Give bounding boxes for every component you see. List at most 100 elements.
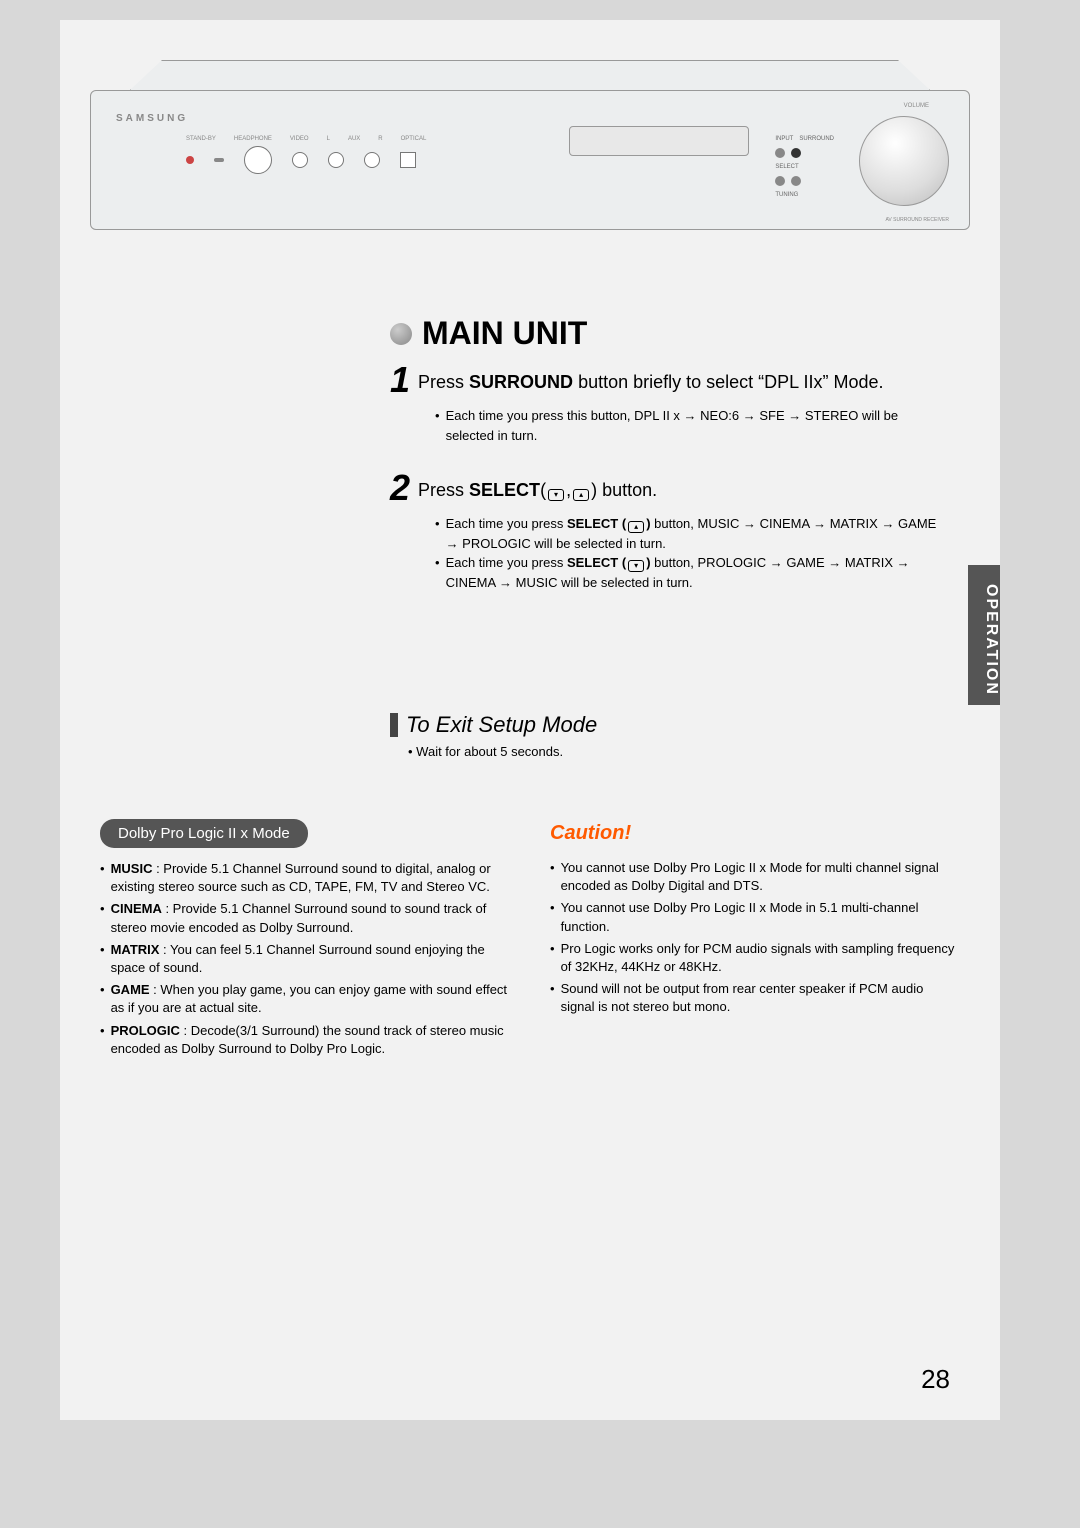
t: You cannot use Dolby Pro Logic II x Mode… — [561, 859, 960, 895]
headphone-jack — [244, 146, 272, 174]
aux-l-jack — [328, 152, 344, 168]
t: SURROUND — [469, 372, 573, 392]
volume-label: VOLUME — [904, 103, 929, 109]
t: II — [804, 372, 814, 392]
t: ) button. — [591, 480, 657, 500]
input-button — [775, 148, 785, 158]
dolby-column: Dolby Pro Logic II x Mode •MUSIC : Provi… — [100, 819, 510, 1062]
t: : You can feel 5.1 Channel Surround soun… — [111, 942, 485, 975]
step-2-bullets: • Each time you press SELECT (▴) button,… — [435, 514, 950, 592]
standby-led — [186, 156, 194, 164]
surround-button — [791, 148, 801, 158]
select-down-button — [775, 176, 785, 186]
section-bullet-icon — [390, 323, 412, 345]
select-label: SELECT — [775, 164, 798, 170]
standby-label: STAND-BY — [186, 136, 216, 142]
main-content: MAIN UNIT 1 Press SURROUND button briefl… — [90, 315, 970, 759]
t: Each time you press — [446, 555, 567, 570]
up-icon: ▴ — [628, 521, 644, 533]
t: SELECT ( — [567, 555, 626, 570]
step-2-bullet-1: Each time you press SELECT (▴) button, M… — [446, 514, 950, 553]
l-label: L — [327, 136, 330, 142]
t: ! — [624, 822, 631, 844]
t: MATRIX — [111, 942, 160, 957]
t: Press — [418, 372, 469, 392]
caution-list: •You cannot use Dolby Pro Logic II x Mod… — [550, 859, 960, 1017]
list-item: •PROLOGIC : Decode(3/1 Surround) the sou… — [100, 1022, 510, 1058]
down-icon: ▾ — [628, 560, 644, 572]
aux-r-jack — [364, 152, 380, 168]
dolby-pill: Dolby Pro Logic II x Mode — [100, 819, 308, 848]
surround-label: SURROUND — [799, 136, 834, 142]
t: Wait for about 5 seconds. — [416, 744, 563, 759]
t: You cannot use Dolby Pro Logic II x Mode… — [561, 899, 960, 935]
optical-label: OPTICAL — [401, 136, 427, 142]
bottom-section: Dolby Pro Logic II x Mode •MUSIC : Provi… — [90, 819, 970, 1062]
t: Sound will not be output from rear cente… — [561, 980, 960, 1016]
step-2-bullet-2: Each time you press SELECT (▾) button, P… — [446, 553, 950, 592]
standby-switch — [214, 158, 224, 162]
device-illustration: SAMSUNG STAND-BY HEADPHONE VIDEO L AUX R… — [90, 60, 970, 290]
step-1-bullet: Each time you press this button, DPL II … — [446, 406, 950, 445]
main-title-row: MAIN UNIT — [390, 315, 950, 352]
input-label: INPUT — [775, 136, 793, 142]
t: CINEMA — [111, 901, 162, 916]
t: SELECT — [469, 480, 540, 500]
t: Each time you press — [446, 516, 567, 531]
exit-row: To Exit Setup Mode — [390, 712, 950, 738]
jack-row — [186, 146, 416, 174]
t: x” Mode. — [814, 372, 884, 392]
manual-page: SAMSUNG STAND-BY HEADPHONE VIDEO L AUX R… — [60, 20, 1000, 1420]
tuning-label: TUNING — [775, 192, 798, 198]
select-up-button — [791, 176, 801, 186]
optical-jack — [400, 152, 416, 168]
t: Press — [418, 480, 469, 500]
side-tab: OPERATION — [968, 565, 1000, 705]
main-title: MAIN UNIT — [422, 315, 587, 352]
caution-title: Caution! — [550, 819, 960, 847]
headphone-label: HEADPHONE — [234, 136, 272, 142]
step-1-number: 1 — [390, 362, 410, 398]
t: PROLOGIC — [111, 1023, 180, 1038]
t: Pro Logic works only for PCM audio signa… — [561, 940, 960, 976]
down-icon: ▾ — [548, 489, 564, 501]
t: , — [566, 480, 571, 500]
t: SELECT ( — [567, 516, 626, 531]
t: Caution — [550, 822, 624, 844]
t: MUSIC — [111, 861, 153, 876]
jack-labels-row: STAND-BY HEADPHONE VIDEO L AUX R OPTICAL — [186, 136, 426, 142]
list-item: •You cannot use Dolby Pro Logic II x Mod… — [550, 899, 960, 935]
receiver-label: AV SURROUND RECEIVER — [885, 217, 949, 223]
dolby-list: •MUSIC : Provide 5.1 Channel Surround so… — [100, 860, 510, 1058]
video-jack — [292, 152, 308, 168]
exit-bar-icon — [390, 713, 398, 737]
lcd-display — [569, 126, 749, 156]
list-item: •You cannot use Dolby Pro Logic II x Mod… — [550, 859, 960, 895]
step-1: 1 Press SURROUND button briefly to selec… — [390, 362, 950, 398]
video-label: VIDEO — [290, 136, 309, 142]
volume-knob — [859, 116, 949, 206]
page-number: 28 — [921, 1364, 950, 1395]
step-2: 2 Press SELECT(▾,▴) button. — [390, 470, 950, 506]
step-2-number: 2 — [390, 470, 410, 506]
list-item: •MUSIC : Provide 5.1 Channel Surround so… — [100, 860, 510, 896]
list-item: •CINEMA : Provide 5.1 Channel Surround s… — [100, 900, 510, 936]
step-2-text: Press SELECT(▾,▴) button. — [418, 470, 657, 501]
t: : Provide 5.1 Channel Surround sound to … — [111, 901, 487, 934]
t: button briefly to select “DPL — [573, 372, 803, 392]
up-icon: ▴ — [573, 489, 589, 501]
caution-column: Caution! •You cannot use Dolby Pro Logic… — [550, 819, 960, 1062]
aux-label: AUX — [348, 136, 360, 142]
step-1-text: Press SURROUND button briefly to select … — [418, 362, 884, 393]
control-buttons: INPUT SURROUND SELECT TUNING — [775, 136, 834, 198]
r-label: R — [378, 136, 382, 142]
device-body: SAMSUNG STAND-BY HEADPHONE VIDEO L AUX R… — [90, 90, 970, 230]
t: GAME — [111, 982, 150, 997]
t: : When you play game, you can enjoy game… — [111, 982, 507, 1015]
brand-label: SAMSUNG — [116, 113, 188, 124]
list-item: •Pro Logic works only for PCM audio sign… — [550, 940, 960, 976]
t: : Provide 5.1 Channel Surround sound to … — [111, 861, 491, 894]
list-item: •GAME : When you play game, you can enjo… — [100, 981, 510, 1017]
step-1-bullets: •Each time you press this button, DPL II… — [435, 406, 950, 445]
exit-title: To Exit Setup Mode — [406, 712, 597, 738]
